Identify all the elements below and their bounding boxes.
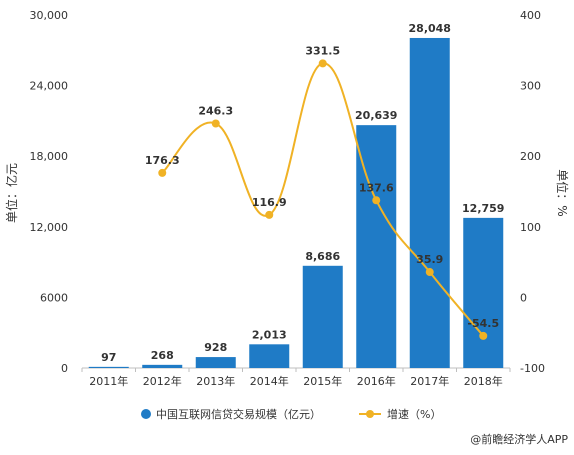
y-left-tick-label: 24,000	[30, 80, 69, 93]
y-right-tick-label: 200	[520, 150, 541, 163]
legend-bar-label: 中国互联网信贷交易规模（亿元）	[156, 407, 321, 421]
y-left-tick-label: 18,000	[30, 150, 69, 163]
y-right-tick-label: 400	[520, 9, 541, 22]
line-data-label: 137.6	[359, 181, 394, 194]
y-left-tick-label: 30,000	[30, 9, 69, 22]
bar	[302, 265, 343, 368]
bar	[142, 364, 183, 368]
source-credit: @前瞻经济学人APP	[470, 432, 568, 446]
growth-point	[158, 168, 167, 177]
y-left-tick-label: 12,000	[30, 221, 69, 234]
growth-point	[372, 196, 381, 205]
x-category-label: 2014年	[250, 374, 289, 388]
growth-point	[265, 210, 274, 219]
bar-series	[88, 37, 504, 368]
line-series	[158, 59, 488, 340]
line-data-label: 35.9	[416, 253, 443, 266]
line-data-label: 246.3	[198, 105, 233, 118]
x-category-label: 2015年	[303, 374, 342, 388]
growth-point	[211, 119, 220, 128]
line-data-label: 331.5	[305, 44, 340, 57]
y-right-tick-label: 0	[520, 291, 527, 304]
bar-data-label: 268	[151, 349, 174, 362]
bar	[88, 366, 129, 368]
y-left-tick-label: 6000	[40, 291, 68, 304]
bar-data-label: 12,759	[462, 202, 504, 215]
bar	[249, 344, 290, 368]
y-axis-right-title: 单位：%	[555, 169, 570, 216]
x-category-label: 2017年	[410, 374, 449, 388]
bar-data-label: 20,639	[355, 109, 397, 122]
growth-point	[318, 59, 327, 68]
bar-data-label: 2,013	[252, 328, 287, 341]
data-labels: 97 268 928 2,013 8,686 20,639 28,048 12,759 176.…	[101, 22, 504, 364]
x-category-label: 2016年	[357, 374, 396, 388]
y-right-tick-label: 100	[520, 221, 541, 234]
line-data-label: 176.3	[145, 154, 180, 167]
x-category-label: 2011年	[89, 374, 128, 388]
legend: 中国互联网信贷交易规模（亿元） 增速（%）	[141, 407, 441, 421]
legend-bar-marker	[141, 409, 151, 419]
y-left-tick-label: 0	[61, 362, 68, 375]
y-right-tick-label: 300	[520, 80, 541, 93]
x-category-label: 2018年	[464, 374, 503, 388]
y-right-tick-label: -100	[520, 362, 545, 375]
axes: 0 6000 12,000 18,000 24,000 30,000 -100 0 100 200…	[30, 9, 545, 388]
bar-data-label: 928	[204, 341, 227, 354]
bar-data-label: 28,048	[409, 22, 451, 35]
y-axis-left-title: 单位：亿元	[4, 163, 19, 223]
x-category-label: 2013年	[196, 374, 235, 388]
legend-line-marker-dot	[366, 410, 374, 418]
bar	[409, 37, 450, 368]
bar-data-label: 97	[101, 351, 116, 364]
line-data-label: 116.9	[252, 196, 287, 209]
bar	[463, 217, 504, 368]
bar	[195, 357, 236, 368]
line-data-label: -54.5	[467, 317, 499, 330]
x-category-label: 2012年	[143, 374, 182, 388]
legend-line-label: 增速（%）	[387, 407, 441, 421]
growth-point	[479, 331, 488, 340]
bar-data-label: 8,686	[305, 250, 340, 263]
growth-point	[425, 268, 434, 277]
